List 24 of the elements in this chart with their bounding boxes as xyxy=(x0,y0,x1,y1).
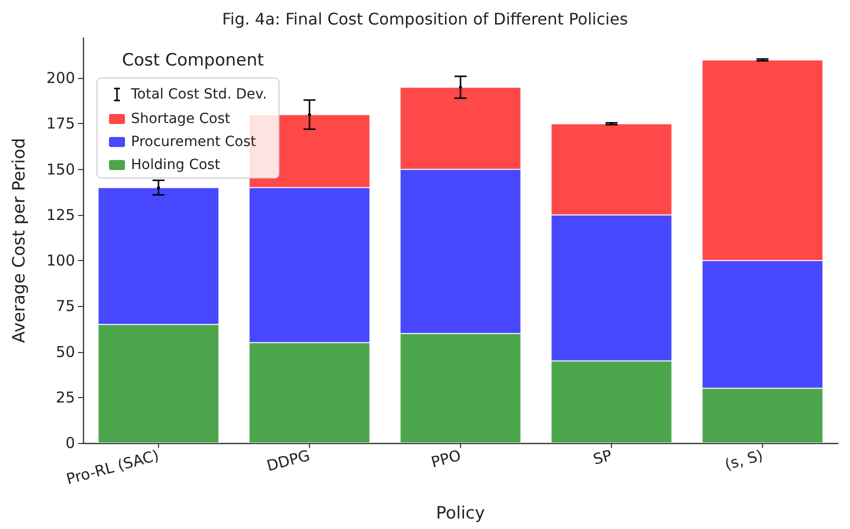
point xyxy=(156,186,160,190)
y-tick-label: 150 xyxy=(46,160,75,178)
y-tick-label: 0 xyxy=(65,434,75,452)
y-tick-label: 75 xyxy=(56,297,75,316)
legend-label: Procurement Cost xyxy=(131,134,257,150)
point xyxy=(458,86,462,89)
y-tick-label: 200 xyxy=(46,69,75,88)
y-tick-label: 50 xyxy=(56,342,75,361)
legend-title: Cost Component xyxy=(122,50,264,70)
y-tick-label: 125 xyxy=(46,206,75,224)
legend-label: Holding Cost xyxy=(131,157,221,173)
y-tick-label: 100 xyxy=(46,252,75,270)
legend-label: Total Cost Std. Dev. xyxy=(130,86,267,102)
y-tick-label: 175 xyxy=(46,114,75,133)
y-tick-label: 25 xyxy=(56,388,75,406)
x-tick-label: PPO xyxy=(429,446,463,472)
chart-title: Fig. 4a: Final Cost Composition of Different Policies xyxy=(222,10,628,28)
x-tick-label: DDPG xyxy=(264,446,312,476)
x-tick-label: SP xyxy=(591,446,614,469)
point xyxy=(308,113,312,116)
legend-label: Shortage Cost xyxy=(131,111,231,127)
y-axis-title: Average Cost per Period xyxy=(10,138,30,344)
x-axis-title: Policy xyxy=(436,504,485,524)
x-tick-label: (s, S) xyxy=(722,446,765,474)
